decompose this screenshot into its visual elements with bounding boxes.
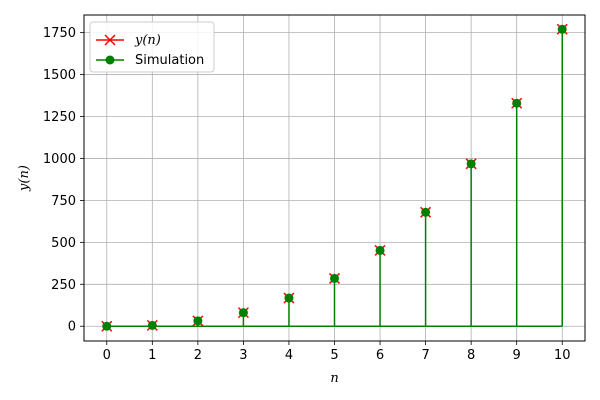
x-tick-label: 6 — [376, 348, 384, 363]
simulation-point — [375, 245, 385, 255]
x-tick-label: 8 — [467, 348, 475, 363]
legend: y(n) Simulation — [89, 21, 215, 73]
x-tick-label: 9 — [513, 348, 521, 363]
simulation-point — [421, 207, 431, 217]
legend-label-yn: y(n) — [134, 33, 161, 48]
x-tick-label: 0 — [103, 348, 111, 363]
simulation-point — [193, 316, 203, 326]
x-tick-label: 5 — [330, 348, 338, 363]
y-tick-label: 250 — [51, 278, 76, 293]
simulation-point — [466, 159, 476, 169]
x-axis-label: n — [330, 371, 338, 386]
simulation-point — [557, 24, 567, 34]
y-tick-label: 500 — [51, 236, 76, 251]
x-tick-label: 3 — [239, 348, 247, 363]
y-tick-label: 1500 — [43, 68, 76, 83]
simulation-point — [102, 321, 112, 331]
x-tick-label: 4 — [285, 348, 293, 363]
y-axis: 0 250 500 750 1000 1250 1500 1750 — [43, 26, 84, 335]
x-axis: 0 1 2 3 4 5 6 7 8 9 10 — [103, 341, 571, 363]
x-tick-label: 1 — [148, 348, 156, 363]
legend-dot-marker-icon — [105, 55, 115, 65]
y-tick-label: 1750 — [43, 26, 76, 41]
x-tick-label: 10 — [554, 348, 571, 363]
simulation-point — [147, 320, 157, 330]
y-tick-label: 1000 — [43, 152, 76, 167]
markers — [101, 23, 568, 332]
x-tick-label: 7 — [421, 348, 429, 363]
simulation-point — [330, 273, 339, 283]
legend-entry-yn: y(n) — [96, 33, 161, 48]
legend-x-marker-icon — [104, 34, 116, 46]
simulation-point — [238, 308, 248, 318]
y-tick-label: 0 — [68, 320, 76, 335]
simulation-point — [284, 293, 294, 303]
y-tick-label: 750 — [51, 194, 76, 209]
y-axis-label: y(n) — [17, 165, 32, 192]
x-tick-label: 2 — [194, 348, 202, 363]
simulation-point — [512, 98, 522, 108]
legend-label-simulation: Simulation — [135, 53, 204, 68]
legend-entry-simulation: Simulation — [96, 53, 204, 68]
y-tick-label: 1250 — [43, 110, 76, 125]
